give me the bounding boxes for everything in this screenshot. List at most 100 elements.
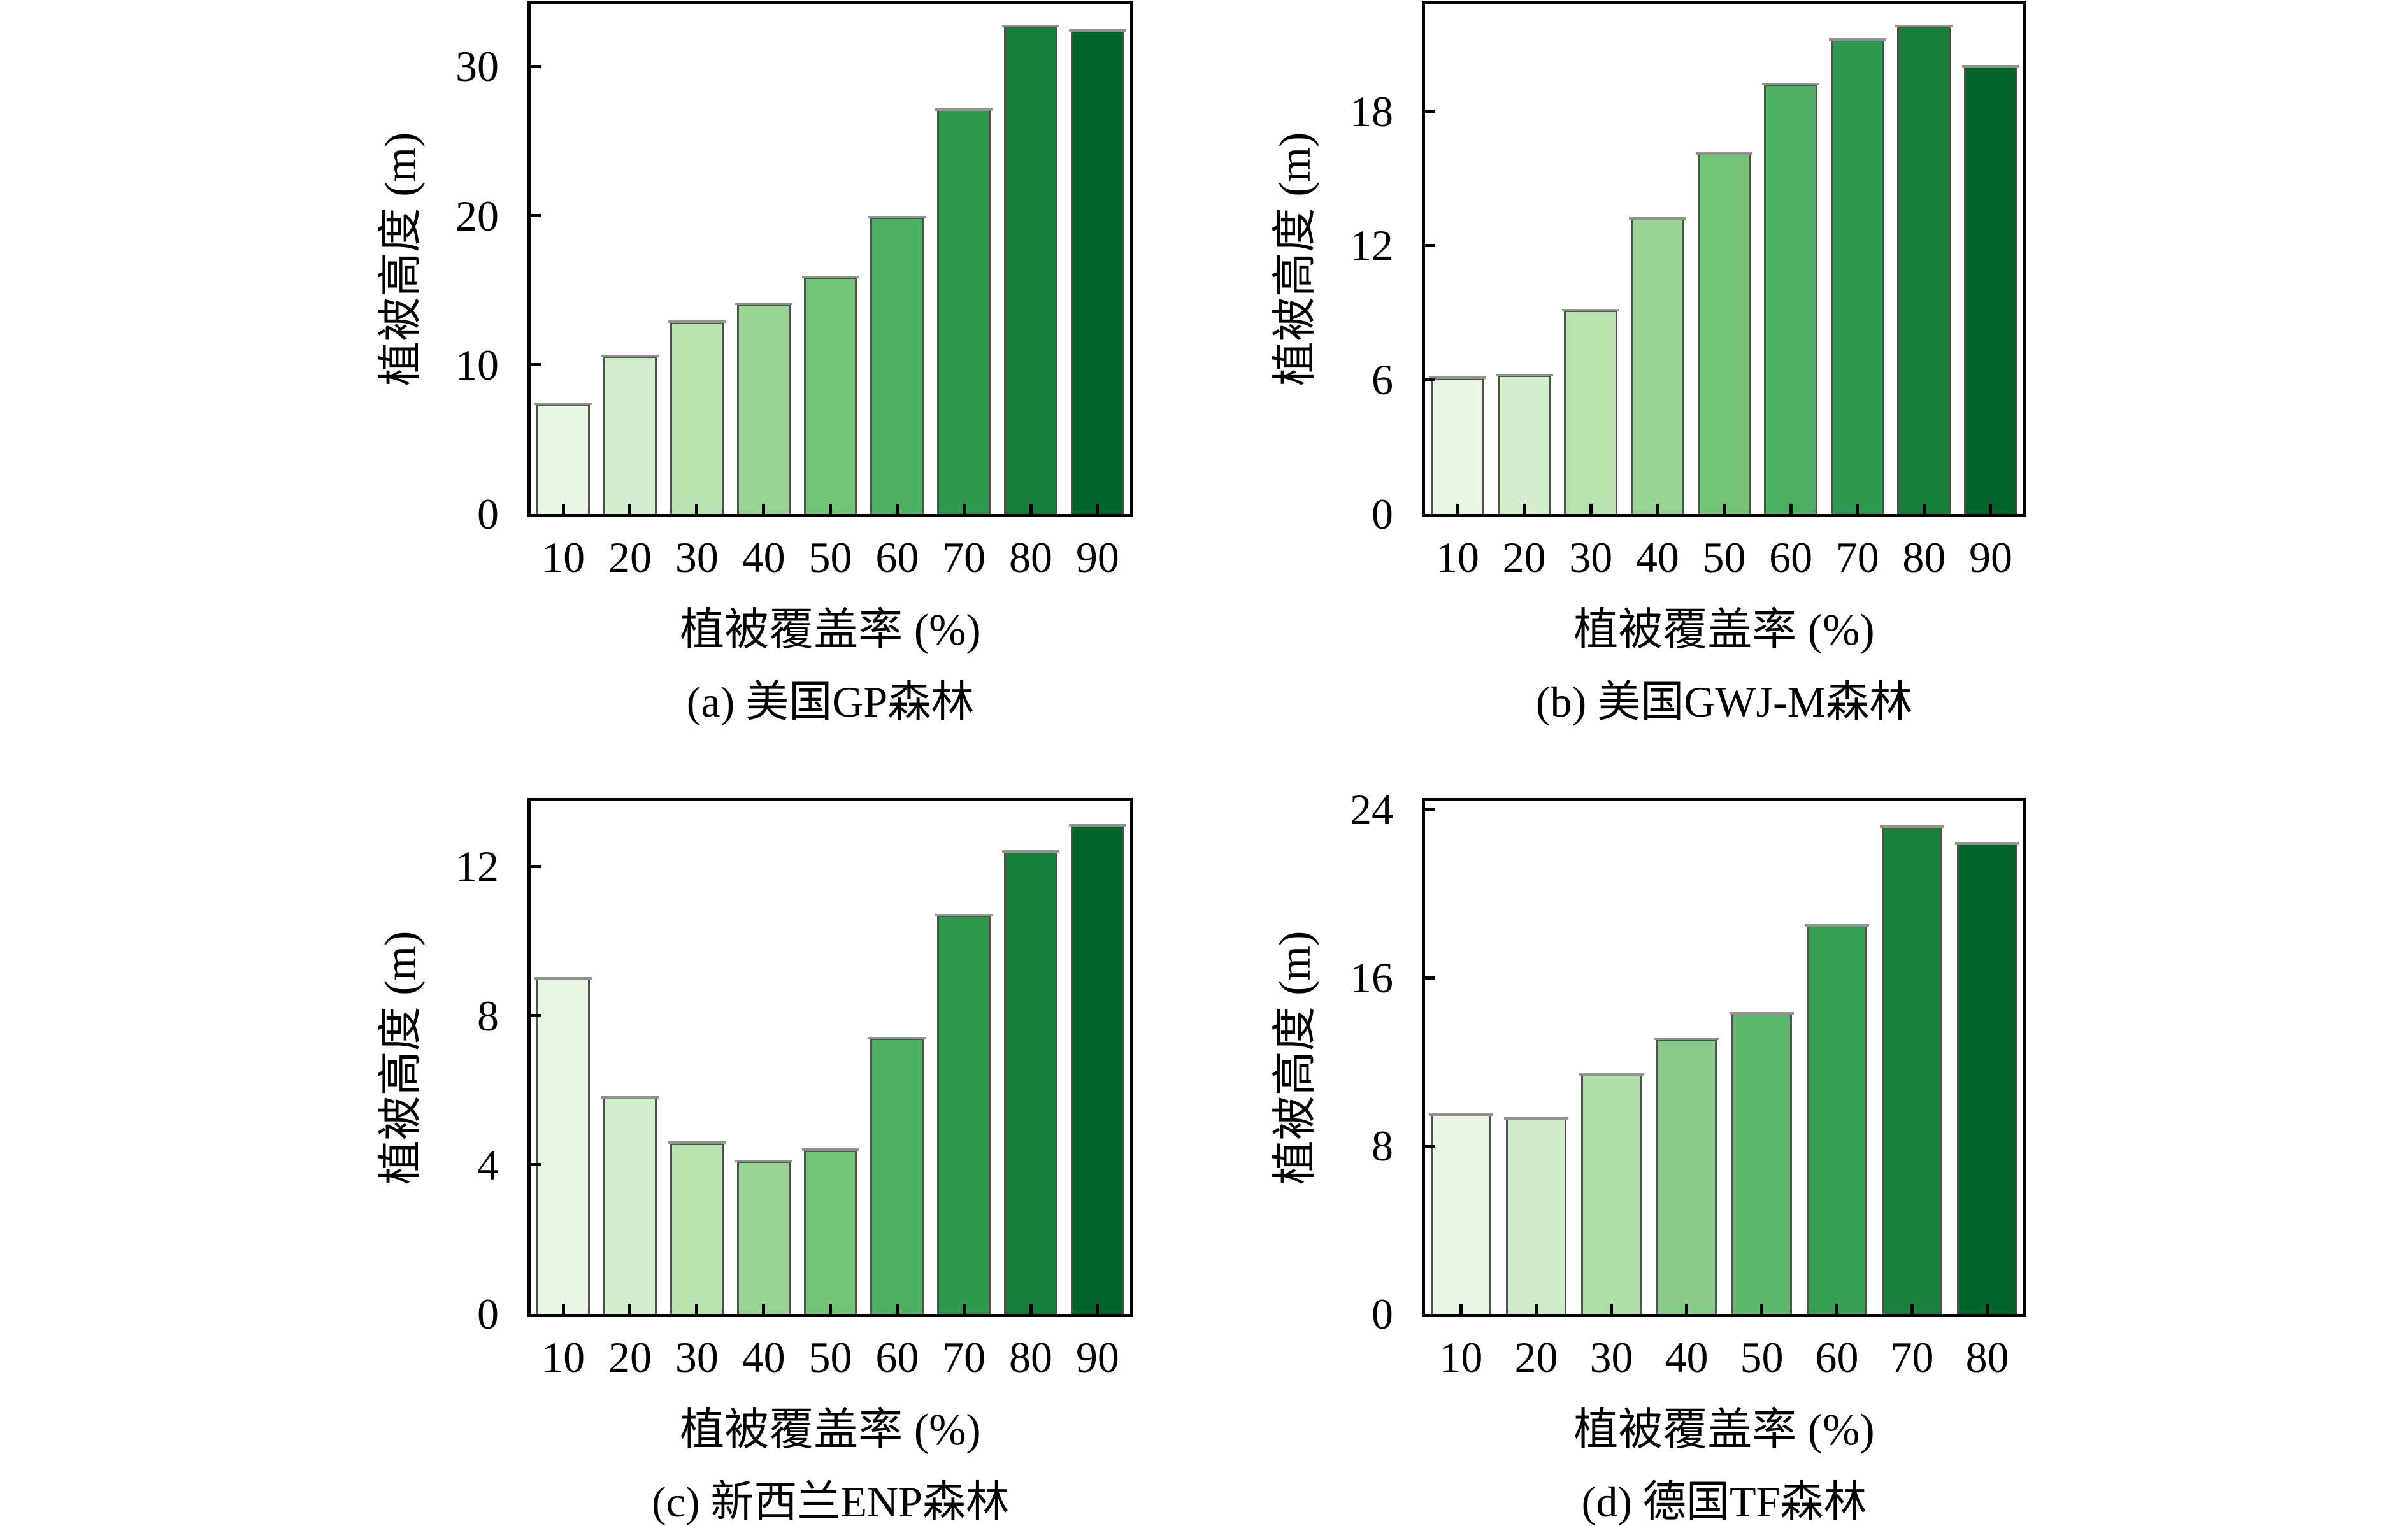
y-tick-a-30 — [531, 64, 541, 68]
plot-area-c: 10 20 30 40 50 60 70 80 90 0 4 8 12 — [455, 801, 1130, 1379]
x-tick-label-d-20: 20 — [1514, 1333, 1558, 1381]
bar-cap-d-40 — [1654, 1037, 1719, 1040]
x-tick-label-d-40: 40 — [1665, 1333, 1709, 1381]
bar-d-80 — [1957, 843, 2017, 1314]
bar-c-10 — [536, 978, 591, 1314]
y-tick-label-a-10: 10 — [455, 340, 499, 389]
x-tick-b-60 — [1789, 504, 1793, 514]
x-tick-d-70 — [1910, 1304, 1914, 1314]
bar-cap-d-30 — [1579, 1073, 1644, 1076]
x-tick-label-b-60: 60 — [1769, 533, 1813, 581]
bar-cap-a-90 — [1068, 29, 1126, 32]
y-tick-label-d-24: 24 — [1350, 785, 1393, 834]
x-tick-d-20 — [1534, 1304, 1538, 1314]
y-tick-label-c-4: 4 — [477, 1140, 499, 1189]
bar-cap-d-70 — [1880, 825, 1944, 828]
y-tick-label-b-6: 6 — [1372, 355, 1393, 404]
bar-cap-b-90 — [1962, 65, 2019, 68]
caption-b: (b) 美国GWJ-M森林 — [1535, 678, 1913, 726]
bar-d-10 — [1431, 1114, 1491, 1314]
bar-c-20 — [603, 1097, 657, 1314]
x-tick-label-c-80: 80 — [1009, 1333, 1052, 1381]
x-tick-d-30 — [1609, 1304, 1613, 1314]
x-tick-b-10 — [1456, 504, 1459, 514]
x-tick-label-d-60: 60 — [1815, 1333, 1859, 1381]
x-tick-label-c-10: 10 — [541, 1333, 585, 1381]
y-tick-b-18 — [1425, 110, 1435, 113]
bar-d-70 — [1882, 826, 1942, 1314]
bar-cap-c-30 — [668, 1141, 726, 1144]
bar-cap-a-40 — [735, 302, 792, 305]
x-tick-label-d-10: 10 — [1439, 1333, 1483, 1381]
x-tick-c-60 — [895, 1304, 899, 1314]
x-tick-c-80 — [1029, 1304, 1033, 1314]
bar-b-80 — [1897, 26, 1951, 514]
bar-c-80 — [1004, 852, 1057, 1314]
x-tick-b-50 — [1723, 504, 1726, 514]
bar-cap-a-30 — [668, 320, 726, 323]
x-tick-label-d-70: 70 — [1890, 1333, 1934, 1381]
x-tick-c-20 — [628, 1304, 632, 1314]
x-tick-b-80 — [1922, 504, 1926, 514]
y-axis-label-d: 植被高度 (m) — [1271, 931, 1320, 1185]
y-axis-label-b: 植被高度 (m) — [1271, 132, 1320, 386]
y-tick-label-d-16: 16 — [1350, 953, 1393, 1002]
y-tick-d-24 — [1425, 808, 1435, 811]
y-tick-a-20 — [531, 214, 541, 218]
x-tick-label-c-60: 60 — [875, 1333, 919, 1381]
bar-a-30 — [670, 321, 724, 514]
bar-b-90 — [1964, 66, 2017, 514]
y-tick-a-10 — [531, 363, 541, 367]
x-tick-d-80 — [1986, 1304, 1989, 1314]
x-tick-label-a-80: 80 — [1009, 533, 1052, 581]
bar-b-20 — [1497, 375, 1551, 514]
y-tick-label-b-12: 12 — [1350, 221, 1393, 270]
x-tick-d-10 — [1459, 1304, 1463, 1314]
y-tick-label-b-18: 18 — [1350, 87, 1393, 136]
x-tick-label-b-70: 70 — [1835, 533, 1879, 581]
bar-c-40 — [736, 1160, 791, 1314]
bar-d-50 — [1731, 1013, 1792, 1314]
bar-cap-c-70 — [935, 913, 993, 916]
x-tick-a-50 — [829, 504, 832, 514]
x-tick-label-c-90: 90 — [1075, 1333, 1119, 1381]
y-tick-b-6 — [1425, 378, 1435, 382]
bar-d-20 — [1506, 1118, 1566, 1314]
bar-b-50 — [1697, 153, 1751, 514]
x-tick-label-b-10: 10 — [1436, 533, 1480, 581]
x-axis-label-a: 植被覆盖率 (%) — [680, 606, 981, 655]
bar-a-40 — [736, 303, 791, 514]
x-tick-label-b-50: 50 — [1702, 533, 1746, 581]
bar-cap-a-50 — [801, 275, 859, 278]
bar-cap-d-60 — [1805, 923, 1869, 927]
x-tick-b-70 — [1856, 504, 1860, 514]
x-tick-label-c-30: 30 — [675, 1333, 719, 1381]
bar-cap-c-60 — [868, 1036, 926, 1039]
y-tick-c-12 — [531, 864, 541, 868]
subplot-d: 10 20 30 40 50 60 70 80 0 8 16 24 植被高度 (m) 植被覆盖率 (%… — [1271, 788, 2026, 1525]
x-tick-label-b-40: 40 — [1635, 533, 1679, 581]
bar-a-80 — [1004, 26, 1057, 514]
x-tick-c-10 — [561, 1304, 565, 1314]
x-tick-a-20 — [628, 504, 632, 514]
y-tick-label-d-0: 0 — [1372, 1290, 1393, 1338]
bar-c-60 — [870, 1038, 924, 1314]
y-tick-label-c-12: 12 — [455, 842, 499, 891]
bar-c-70 — [937, 915, 991, 1314]
x-tick-a-10 — [561, 504, 565, 514]
bar-d-30 — [1581, 1074, 1642, 1314]
y-tick-label-d-8: 8 — [1372, 1122, 1393, 1171]
bar-a-60 — [870, 217, 924, 514]
y-tick-d-8 — [1425, 1144, 1435, 1148]
y-tick-label-a-20: 20 — [455, 191, 499, 240]
x-tick-label-a-30: 30 — [675, 533, 719, 581]
bar-a-90 — [1070, 31, 1124, 514]
subplot-a: 10 20 30 40 50 60 70 80 90 0 10 20 30 植被高度 (m) 植被覆盖率… — [376, 1, 1133, 725]
x-tick-label-c-40: 40 — [742, 1333, 785, 1381]
bar-cap-d-50 — [1730, 1012, 1794, 1015]
x-tick-a-30 — [695, 504, 699, 514]
bar-a-70 — [937, 110, 991, 514]
bar-cap-b-50 — [1695, 152, 1753, 155]
x-tick-c-30 — [695, 1304, 699, 1314]
